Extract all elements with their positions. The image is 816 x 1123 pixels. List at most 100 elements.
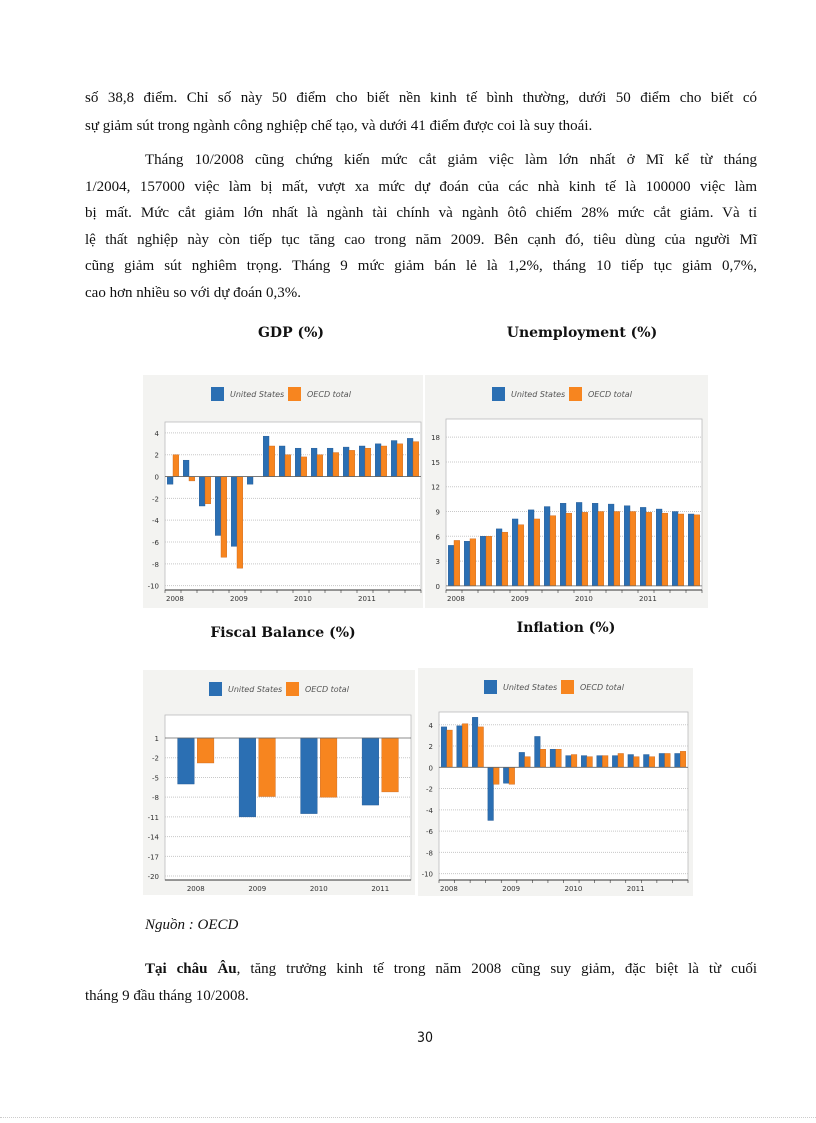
y-tick-label: 0	[436, 583, 440, 591]
page-number: 30	[416, 1030, 434, 1046]
bar-us	[199, 476, 206, 507]
bar-us	[518, 752, 525, 768]
bar-oecd	[533, 518, 540, 587]
text-span: , tăng trưởng kinh tế trong năm 2008 cũn…	[236, 961, 757, 977]
legend-swatch	[209, 682, 222, 696]
y-tick-label: -14	[148, 834, 160, 842]
bar-oecd	[493, 767, 500, 785]
bar-oecd	[268, 445, 275, 477]
bar-us	[496, 528, 503, 587]
fiscal-balance-chart: United States OECD total 1 -2 -5 -8 -11 -14 -17 -…	[143, 670, 415, 895]
bar-us	[375, 443, 382, 477]
legend-label: United States	[230, 390, 284, 399]
bar-us	[456, 725, 463, 768]
bar-oecd	[236, 476, 243, 569]
y-tick-label: -4	[152, 517, 160, 525]
bar-oecd	[677, 513, 684, 587]
bar-oecd	[613, 511, 620, 587]
legend-label: United States	[511, 390, 565, 399]
x-tick-label: 2010	[575, 595, 593, 603]
legend-label: OECD total	[307, 390, 352, 399]
text-line: tháng 9 đầu tháng 10/2008.	[85, 988, 249, 1004]
inflation-svg: United States OECD total 4 2 0 -2 -4 -6 -8 -10 200…	[422, 680, 689, 893]
bar-us	[544, 506, 551, 587]
bar-us	[361, 737, 379, 806]
bar-us	[343, 446, 350, 477]
legend-label: OECD total	[305, 685, 350, 694]
legend-swatch	[484, 680, 497, 694]
bar-us	[183, 459, 190, 477]
y-tick-label: -10	[148, 583, 159, 591]
bar-us	[528, 509, 535, 587]
bar-oecd	[477, 726, 484, 768]
bar-oecd	[364, 447, 371, 477]
x-tick-label: 2009	[502, 885, 520, 893]
bar-oecd	[485, 536, 492, 587]
y-tick-label: 6	[436, 533, 441, 541]
y-tick-label: -20	[148, 873, 159, 881]
bar-oecd	[220, 476, 227, 558]
legend-swatch	[211, 387, 224, 401]
legend-label: United States	[228, 685, 282, 694]
legend-label: OECD total	[588, 390, 633, 399]
y-tick-label: 4	[155, 430, 160, 438]
bar-us	[592, 503, 599, 587]
bar-us	[247, 476, 254, 485]
text-line: Tại châu Âu, tăng trưởng kinh tế trong n…	[85, 959, 757, 979]
y-tick-label: -17	[148, 853, 159, 861]
y-tick-label: 1	[155, 735, 159, 743]
bar-us	[238, 737, 256, 818]
gdp-svg: United States OECD total 4 2 0 -2 -4 -6 -8 -10 200…	[148, 387, 422, 603]
bar-oecd	[648, 756, 655, 768]
x-tick-label: 2008	[166, 595, 184, 603]
y-tick-label: 0	[155, 474, 159, 482]
bar-us	[672, 511, 679, 587]
source-caption: Nguồn : OECD	[145, 917, 239, 933]
x-tick-label: 2011	[639, 595, 657, 603]
y-tick-label: -2	[426, 786, 433, 794]
bar-us	[640, 507, 647, 587]
bar-oecd	[501, 531, 508, 587]
bar-oecd	[300, 456, 307, 477]
y-tick-label: 4	[429, 722, 434, 730]
bar-oecd	[204, 476, 211, 505]
bar-us	[658, 753, 665, 768]
inflation-chart: United States OECD total 4 2 0 -2 -4 -6 -8 -10 200…	[418, 668, 693, 896]
bar-oecd	[524, 756, 531, 768]
bar-us	[624, 505, 631, 587]
bar-us	[231, 476, 238, 547]
bar-us	[656, 508, 663, 587]
chart-title-gdp: GDP (%)	[257, 325, 325, 341]
chart-title-unemployment: Unemployment (%)	[506, 325, 658, 341]
x-tick-label: 2011	[358, 595, 376, 603]
bar-us	[487, 767, 494, 821]
bar-oecd	[462, 723, 469, 768]
chart-title-fiscal: Fiscal Balance (%)	[210, 625, 356, 641]
bar-oecd	[284, 454, 291, 477]
bar-oecd	[197, 737, 215, 764]
bar-oecd	[586, 756, 593, 768]
bar-oecd	[571, 754, 578, 768]
bar-us	[480, 536, 487, 587]
x-tick-label: 2010	[310, 885, 328, 893]
x-tick-label: 2011	[627, 885, 645, 893]
bar-oecd	[446, 729, 453, 768]
bar-us	[327, 447, 334, 477]
y-tick-label: -11	[148, 814, 159, 822]
bar-us	[612, 755, 619, 768]
bar-oecd	[597, 511, 604, 587]
x-tick-label: 2009	[248, 885, 266, 893]
x-tick-label: 2008	[447, 595, 465, 603]
bar-oecd	[617, 753, 624, 768]
bar-us	[177, 737, 195, 785]
bar-oecd	[453, 540, 460, 587]
x-tick-label: 2009	[511, 595, 529, 603]
bar-oecd	[664, 753, 671, 768]
bar-oecd	[629, 511, 636, 587]
x-tick-label: 2011	[371, 885, 389, 893]
bar-oecd	[517, 524, 524, 587]
x-tick-label: 2008	[187, 885, 205, 893]
bar-us	[674, 753, 681, 768]
bar-oecd	[380, 445, 387, 477]
legend-swatch	[569, 387, 582, 401]
